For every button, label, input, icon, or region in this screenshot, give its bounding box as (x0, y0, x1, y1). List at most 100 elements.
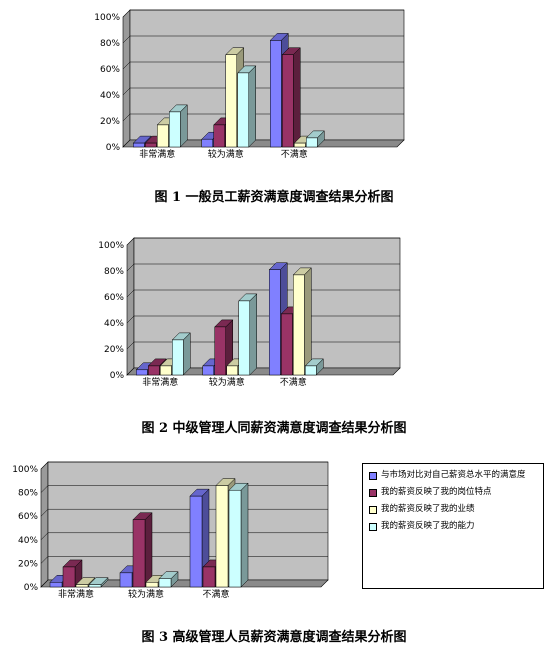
x-tick-label: 非常满意 (139, 148, 175, 160)
gridline (40, 532, 49, 540)
bar (88, 584, 102, 588)
gridline (126, 315, 135, 324)
bar (148, 365, 160, 376)
y-tick-label: 20% (100, 117, 120, 127)
y-tick-label: 60% (104, 293, 124, 303)
plot-side-wall (122, 9, 131, 148)
y-tick-label: 0% (110, 371, 125, 381)
bar (282, 54, 294, 148)
gridline (122, 35, 131, 44)
bar-side (183, 332, 191, 376)
bar (225, 54, 237, 148)
chart3-legend: 与市场对比对自己薪资总水平的满意度 我的薪资反映了我的岗位特点 我的薪资反映了我… (362, 463, 544, 589)
bar (215, 485, 229, 588)
bar (294, 142, 306, 148)
x-tick-label: 较为满意 (128, 588, 164, 600)
figure-caption-3: 图 3 高级管理人员薪资满意度调查结果分析图 (141, 630, 407, 645)
bar-side (304, 267, 312, 376)
bar (119, 572, 133, 588)
gridline (126, 263, 135, 272)
bar (133, 142, 145, 148)
gridline (40, 556, 49, 564)
gridline (40, 461, 49, 470)
legend-swatch (369, 506, 377, 514)
legend-label: 与市场对比对自己薪资总水平的满意度 (381, 470, 526, 480)
y-tick-label: 40% (100, 91, 120, 101)
bar (269, 269, 281, 376)
x-tick-label: 较为满意 (209, 376, 245, 388)
y-tick-label: 0% (106, 143, 121, 153)
legend-item: 我的薪资反映了我的业绩 (369, 504, 537, 515)
bar-side (248, 65, 256, 148)
bar (228, 489, 242, 588)
bar (49, 582, 63, 588)
bar (270, 40, 282, 148)
gridline (122, 61, 131, 70)
bar (172, 339, 184, 376)
bar (213, 124, 225, 148)
gridline (122, 87, 131, 96)
y-tick-label: 20% (104, 345, 124, 355)
bar (145, 582, 159, 588)
bar (202, 566, 216, 588)
bar-side (293, 47, 301, 148)
x-tick-label: 非常满意 (142, 376, 178, 388)
figure-caption-2: 图 2 中级管理人同薪资满意度调查结果分析图 (141, 421, 407, 436)
gridline (126, 289, 135, 298)
bar (132, 519, 146, 588)
plot-side-wall (126, 237, 135, 376)
bar (305, 365, 317, 376)
y-tick-label: 80% (18, 489, 38, 499)
bar-side (180, 104, 188, 148)
legend-item: 与市场对比对自己薪资总水平的满意度 (369, 470, 537, 481)
bar (226, 365, 238, 376)
y-tick-label: 100% (94, 13, 120, 23)
y-tick-label: 40% (104, 319, 124, 329)
bar (160, 365, 172, 376)
bar (281, 313, 293, 376)
bar (157, 124, 169, 148)
bar (238, 300, 250, 376)
bar (306, 137, 318, 148)
bar (75, 584, 89, 588)
y-tick-label: 80% (100, 39, 120, 49)
plot-area (47, 461, 329, 581)
x-tick-label: 较为满意 (208, 148, 244, 160)
legend-swatch (369, 472, 377, 480)
x-tick-label: 不满意 (281, 148, 308, 160)
legend-item: 我的薪资反映了我的能力 (369, 521, 537, 532)
y-tick-label: 0% (24, 583, 39, 593)
legend-swatch (369, 489, 377, 497)
legend-label: 我的薪资反映了我的岗位特点 (381, 487, 492, 497)
x-tick-label: 不满意 (202, 588, 229, 600)
gridline (40, 485, 49, 493)
bar (237, 72, 249, 148)
bar-side (144, 512, 153, 588)
y-tick-label: 100% (12, 465, 38, 475)
bar (202, 365, 214, 376)
bar (169, 111, 181, 148)
y-tick-label: 80% (104, 267, 124, 277)
plot-side-wall (40, 461, 49, 588)
gridline (122, 9, 131, 18)
bar (136, 369, 148, 376)
legend-label: 我的薪资反映了我的业绩 (381, 504, 475, 514)
bar (189, 495, 203, 588)
legend-label: 我的薪资反映了我的能力 (381, 521, 475, 531)
legend-swatch (369, 523, 377, 531)
bar (201, 138, 213, 148)
gridline (126, 237, 135, 246)
figure-caption-1: 图 1 一般员工薪资满意度调查结果分析图 (154, 190, 394, 205)
plot-floor (122, 139, 405, 148)
bar (214, 326, 226, 376)
y-tick-label: 60% (100, 65, 120, 75)
y-tick-label: 20% (18, 559, 38, 569)
gridline (126, 341, 135, 350)
bar-side (249, 293, 257, 376)
x-tick-label: 非常满意 (58, 588, 94, 600)
bar (62, 566, 76, 588)
gridline (40, 509, 49, 517)
bar (145, 142, 157, 148)
y-tick-label: 60% (18, 512, 38, 522)
